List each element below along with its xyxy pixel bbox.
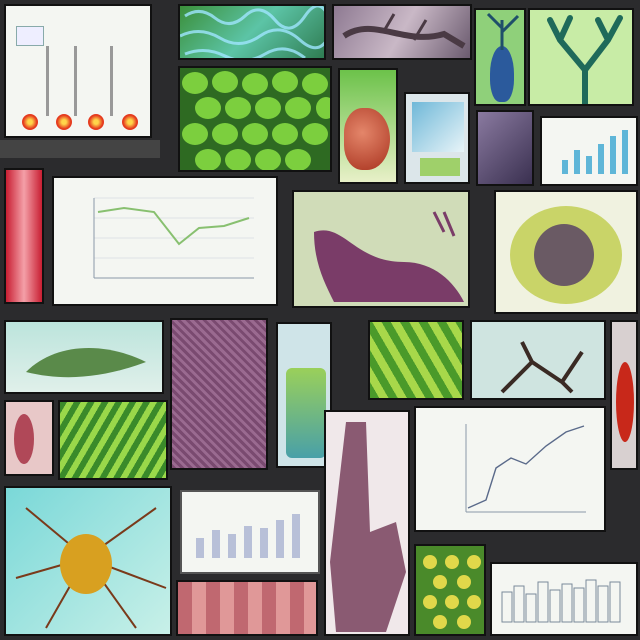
stem-shape — [486, 12, 520, 50]
purple-fiber — [476, 110, 534, 186]
hand-shape — [330, 422, 406, 632]
neuron-icon — [15, 507, 167, 629]
bar-chart-blue — [540, 116, 638, 186]
green-leaf-pattern — [368, 320, 464, 400]
bar — [292, 514, 300, 558]
spiral-organ-icon — [344, 108, 390, 170]
cross-section-yellow — [494, 190, 638, 314]
coral-icon — [314, 211, 464, 302]
legend-box — [16, 26, 44, 46]
bar — [260, 528, 268, 558]
axis-line — [110, 46, 113, 116]
green-branching-tree — [528, 8, 634, 106]
axis-line — [46, 46, 49, 116]
monitor-screen — [412, 102, 464, 152]
fragment-icon — [14, 414, 34, 464]
bar — [196, 538, 204, 558]
line-plot — [465, 424, 586, 513]
axis-line — [74, 46, 77, 116]
branch-icon — [500, 341, 584, 394]
orange-neuron — [4, 486, 172, 636]
monitor-base — [420, 158, 460, 176]
red-fragment — [610, 320, 638, 470]
bar — [212, 530, 220, 558]
blue-seedpod — [474, 8, 526, 106]
green-cell-grid — [178, 66, 332, 172]
yellow-green-cells — [414, 544, 486, 636]
pink-fragments — [4, 400, 54, 476]
inner-core — [534, 224, 594, 286]
green-jar — [276, 322, 332, 468]
bar — [586, 156, 592, 174]
cell-grid — [423, 555, 481, 629]
purple-hand-texture — [324, 410, 410, 636]
leaf-icon — [26, 348, 146, 378]
red-marker — [56, 114, 72, 130]
bar — [562, 160, 568, 174]
microscope-purple-branch — [332, 4, 472, 60]
red-marker — [88, 114, 104, 130]
seedpod-icon — [490, 46, 514, 102]
caption-strip — [0, 140, 160, 158]
bar — [228, 534, 236, 558]
cell-pattern — [180, 6, 324, 58]
line-chart-green — [52, 176, 278, 306]
line-plot — [93, 197, 254, 279]
leaf-monitor — [404, 92, 470, 184]
purple-coral-branch — [292, 190, 470, 308]
aquarium-leaf — [4, 320, 164, 394]
branch-shape — [342, 13, 466, 49]
tree-icon — [547, 15, 623, 104]
red-spiral-organ — [338, 68, 398, 184]
cells-green-blue — [178, 4, 326, 60]
red-marker — [122, 114, 138, 130]
bar — [244, 526, 252, 558]
green-leaf-stripes — [58, 400, 168, 480]
bar — [610, 136, 616, 174]
bar — [622, 130, 628, 174]
purple-textured-column — [170, 318, 268, 470]
bar — [598, 144, 604, 174]
dark-branch-specimen — [470, 320, 606, 400]
cell-grid — [182, 71, 330, 170]
rising-line-chart — [414, 406, 606, 532]
bar — [574, 150, 580, 174]
bar-chart-monitor — [180, 490, 320, 574]
fragment-icon — [616, 362, 634, 442]
jar-icon — [286, 368, 326, 458]
chart-tile-bar-red — [4, 4, 152, 138]
gray-histogram — [490, 562, 638, 636]
pink-tubes — [176, 580, 318, 636]
red-marker — [22, 114, 38, 130]
bar — [276, 520, 284, 558]
red-tissue-strip — [4, 168, 44, 304]
histogram-plot — [501, 579, 621, 623]
